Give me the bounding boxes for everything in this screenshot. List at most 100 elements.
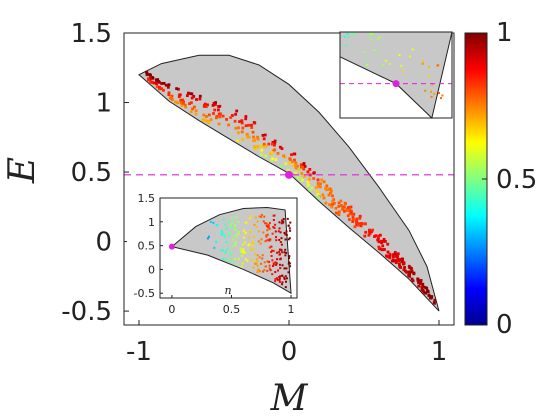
inset-y-tick-label: 0.5 — [138, 240, 156, 253]
data-point — [367, 233, 371, 237]
data-point — [315, 190, 319, 193]
data-point — [318, 185, 322, 189]
data-point — [351, 220, 355, 223]
data-point — [257, 268, 260, 271]
data-point — [268, 267, 271, 270]
data-point — [229, 223, 232, 226]
data-point — [317, 196, 320, 200]
data-point — [274, 261, 277, 264]
data-point — [224, 223, 227, 226]
data-point — [371, 228, 374, 232]
data-point — [278, 238, 281, 241]
data-point — [324, 187, 327, 190]
data-point — [351, 215, 355, 219]
data-point — [268, 246, 271, 249]
data-point — [294, 171, 297, 175]
data-point — [332, 201, 336, 205]
data-point — [151, 76, 154, 79]
data-point — [409, 266, 412, 270]
inset-x-tick-label: 1 — [288, 303, 295, 316]
data-point — [195, 98, 198, 101]
data-point — [241, 243, 244, 246]
data-point — [225, 227, 228, 230]
data-point — [351, 217, 355, 220]
data-point — [274, 271, 277, 273]
data-point — [284, 275, 287, 278]
inset-bottom-points — [206, 213, 292, 289]
data-point — [431, 83, 434, 86]
data-point — [393, 251, 397, 254]
data-point — [328, 203, 331, 207]
data-point — [343, 201, 347, 205]
data-point — [186, 94, 189, 97]
data-point — [206, 103, 209, 107]
main-plot: -0.500.511.5 -1 0 1 M E — [2, 19, 455, 419]
data-point — [278, 263, 281, 266]
data-point — [422, 60, 425, 63]
data-point — [244, 124, 248, 128]
x-axis-label: M — [270, 378, 309, 419]
data-point — [284, 238, 287, 241]
data-point — [228, 220, 230, 223]
data-point — [242, 229, 245, 232]
data-point — [378, 36, 381, 39]
data-point — [162, 88, 165, 92]
data-point — [322, 180, 326, 184]
data-point — [292, 164, 296, 168]
inset-x-axis-label: n — [224, 284, 231, 297]
data-point — [301, 164, 305, 168]
data-point — [269, 152, 272, 156]
data-point — [377, 38, 379, 40]
data-point — [226, 241, 229, 244]
data-point — [268, 264, 271, 267]
data-point — [242, 236, 245, 239]
data-point — [206, 237, 209, 240]
data-point — [240, 265, 243, 268]
data-point — [211, 104, 215, 107]
data-point — [255, 258, 258, 261]
data-point — [383, 248, 386, 251]
data-point — [242, 248, 245, 251]
data-point — [348, 212, 352, 216]
data-point — [257, 230, 260, 233]
data-point — [374, 234, 378, 238]
data-point — [306, 170, 310, 174]
data-point — [274, 230, 277, 233]
data-point — [282, 218, 285, 220]
data-point — [203, 102, 207, 106]
data-point — [321, 193, 325, 197]
inset-y-tick-label: -0.5 — [134, 287, 155, 300]
data-point — [155, 78, 158, 82]
data-point — [343, 35, 346, 38]
data-point — [384, 240, 387, 243]
data-point — [363, 234, 367, 238]
data-point — [283, 267, 286, 270]
data-point — [271, 249, 274, 252]
y-tick-label: 1 — [95, 89, 112, 119]
data-point — [357, 222, 361, 226]
data-point — [300, 172, 304, 175]
data-point — [235, 236, 238, 239]
data-point — [380, 239, 383, 243]
data-point — [229, 260, 231, 263]
data-point — [229, 232, 232, 235]
data-point — [233, 119, 237, 123]
inset-bottom-region — [170, 207, 292, 295]
data-point — [231, 221, 233, 224]
data-point — [348, 209, 351, 212]
inset-n-plot: -0.500.511.5 0 0.5 1 n — [127, 192, 298, 316]
data-point — [271, 141, 275, 144]
data-point — [297, 168, 301, 172]
data-point — [268, 222, 271, 224]
data-point — [308, 188, 312, 192]
data-point — [237, 231, 240, 233]
data-point — [301, 178, 304, 182]
data-point — [261, 134, 265, 137]
data-point — [167, 83, 171, 87]
data-point — [158, 87, 161, 91]
data-point — [294, 166, 298, 170]
data-point — [256, 270, 259, 273]
data-point — [376, 238, 380, 242]
data-point — [217, 108, 220, 112]
data-point — [145, 73, 149, 77]
